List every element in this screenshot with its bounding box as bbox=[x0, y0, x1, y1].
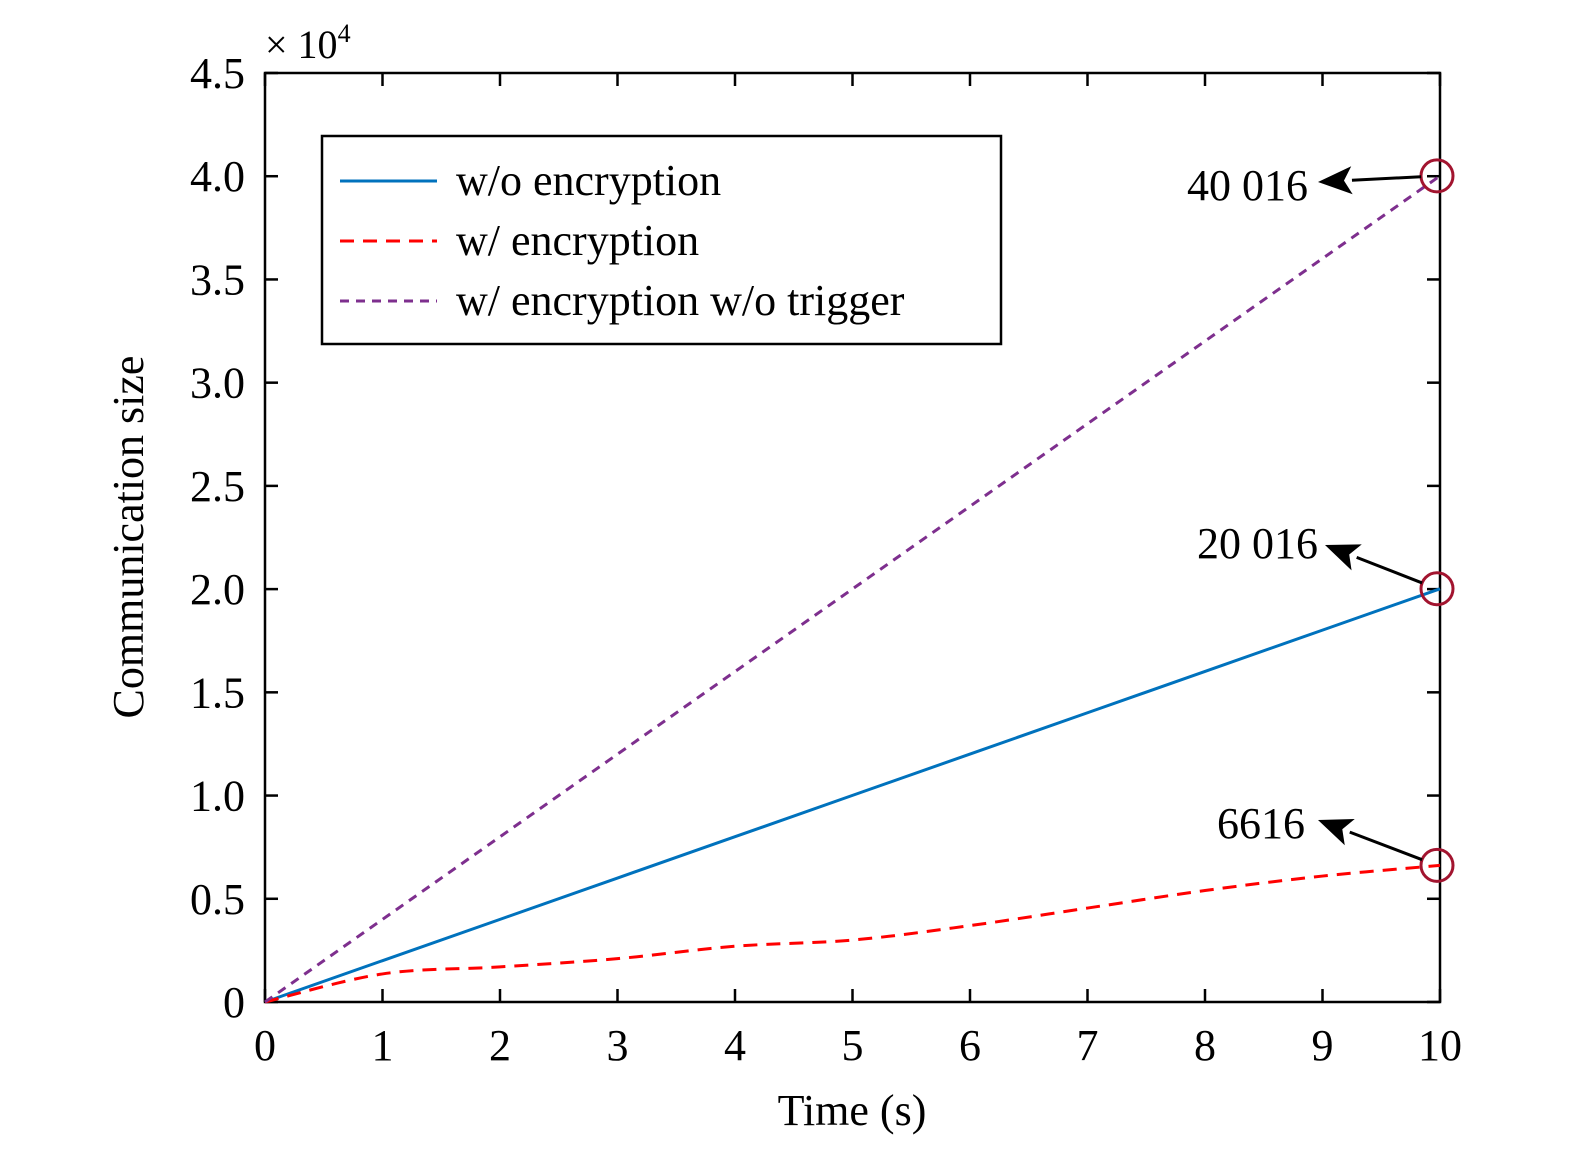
annotation-arrow-shaft bbox=[1356, 555, 1423, 585]
annotation-label: 6616 bbox=[1217, 799, 1305, 848]
annotation-arrow-head bbox=[1325, 544, 1362, 571]
y-tick-label: 3.0 bbox=[190, 359, 245, 408]
legend-label: w/o encryption bbox=[456, 156, 721, 205]
y-multiplier: × 104 bbox=[265, 19, 351, 67]
legend: w/o encryption w/ encryption w/ encryption… bbox=[320, 134, 1003, 346]
annotation-arrow-head bbox=[1318, 166, 1353, 195]
series-group bbox=[264, 174, 1441, 1004]
data-marker-circle bbox=[1419, 571, 1455, 607]
y-multiplier-exponent: 4 bbox=[338, 19, 351, 48]
series-line-1 bbox=[264, 863, 1441, 1004]
y-tick-label: 2.0 bbox=[190, 565, 245, 614]
x-tick-label: 7 bbox=[1077, 1021, 1099, 1070]
x-axis-label: Time (s) bbox=[778, 1086, 927, 1135]
x-tick-label: 1 bbox=[372, 1021, 394, 1070]
data-marker-circle bbox=[1419, 847, 1455, 883]
y-tick-label: 4.0 bbox=[190, 152, 245, 201]
data-marker-circle bbox=[1419, 158, 1455, 194]
x-tick-label: 3 bbox=[607, 1021, 629, 1070]
y-multiplier-base: × 10 bbox=[265, 22, 338, 67]
legend-label: w/ encryption w/o trigger bbox=[456, 276, 905, 325]
annotation-label: 20 016 bbox=[1197, 519, 1318, 568]
annotation-label: 40 016 bbox=[1187, 161, 1308, 210]
axes: 0 1 2 3 4 5 6 7 8 9 10 0 0.5 1.0 1.5 2.0 2.5 3.0 3.5 4.0 4.5 bbox=[190, 49, 1462, 1070]
series-line-0 bbox=[264, 587, 1441, 1004]
legend-label: w/ encryption bbox=[456, 216, 699, 265]
x-tick-label: 9 bbox=[1312, 1021, 1334, 1070]
y-tick-label: 3.5 bbox=[190, 255, 245, 304]
x-tick-label: 10 bbox=[1418, 1021, 1462, 1070]
y-tick-label: 0.5 bbox=[190, 875, 245, 924]
x-tick-label: 8 bbox=[1194, 1021, 1216, 1070]
x-tick-label: 4 bbox=[724, 1021, 746, 1070]
y-tick-label: 2.5 bbox=[190, 462, 245, 511]
annotation-arrow-shaft bbox=[1351, 175, 1422, 182]
x-tick-label: 5 bbox=[842, 1021, 864, 1070]
y-tick-label: 0 bbox=[223, 978, 245, 1027]
x-tick-label: 0 bbox=[254, 1021, 276, 1070]
annotation-arrow-head bbox=[1318, 819, 1355, 846]
y-tick-label: 4.5 bbox=[190, 49, 245, 98]
x-tick-label: 2 bbox=[489, 1021, 511, 1070]
y-axis-label: Communication size bbox=[104, 356, 153, 719]
x-tick-label: 6 bbox=[959, 1021, 981, 1070]
annotations: 40 016 20 016 6616 bbox=[1187, 158, 1455, 883]
y-tick-label: 1.0 bbox=[190, 772, 245, 821]
annotation-arrow-shaft bbox=[1349, 830, 1423, 862]
y-tick-label: 1.5 bbox=[190, 668, 245, 717]
